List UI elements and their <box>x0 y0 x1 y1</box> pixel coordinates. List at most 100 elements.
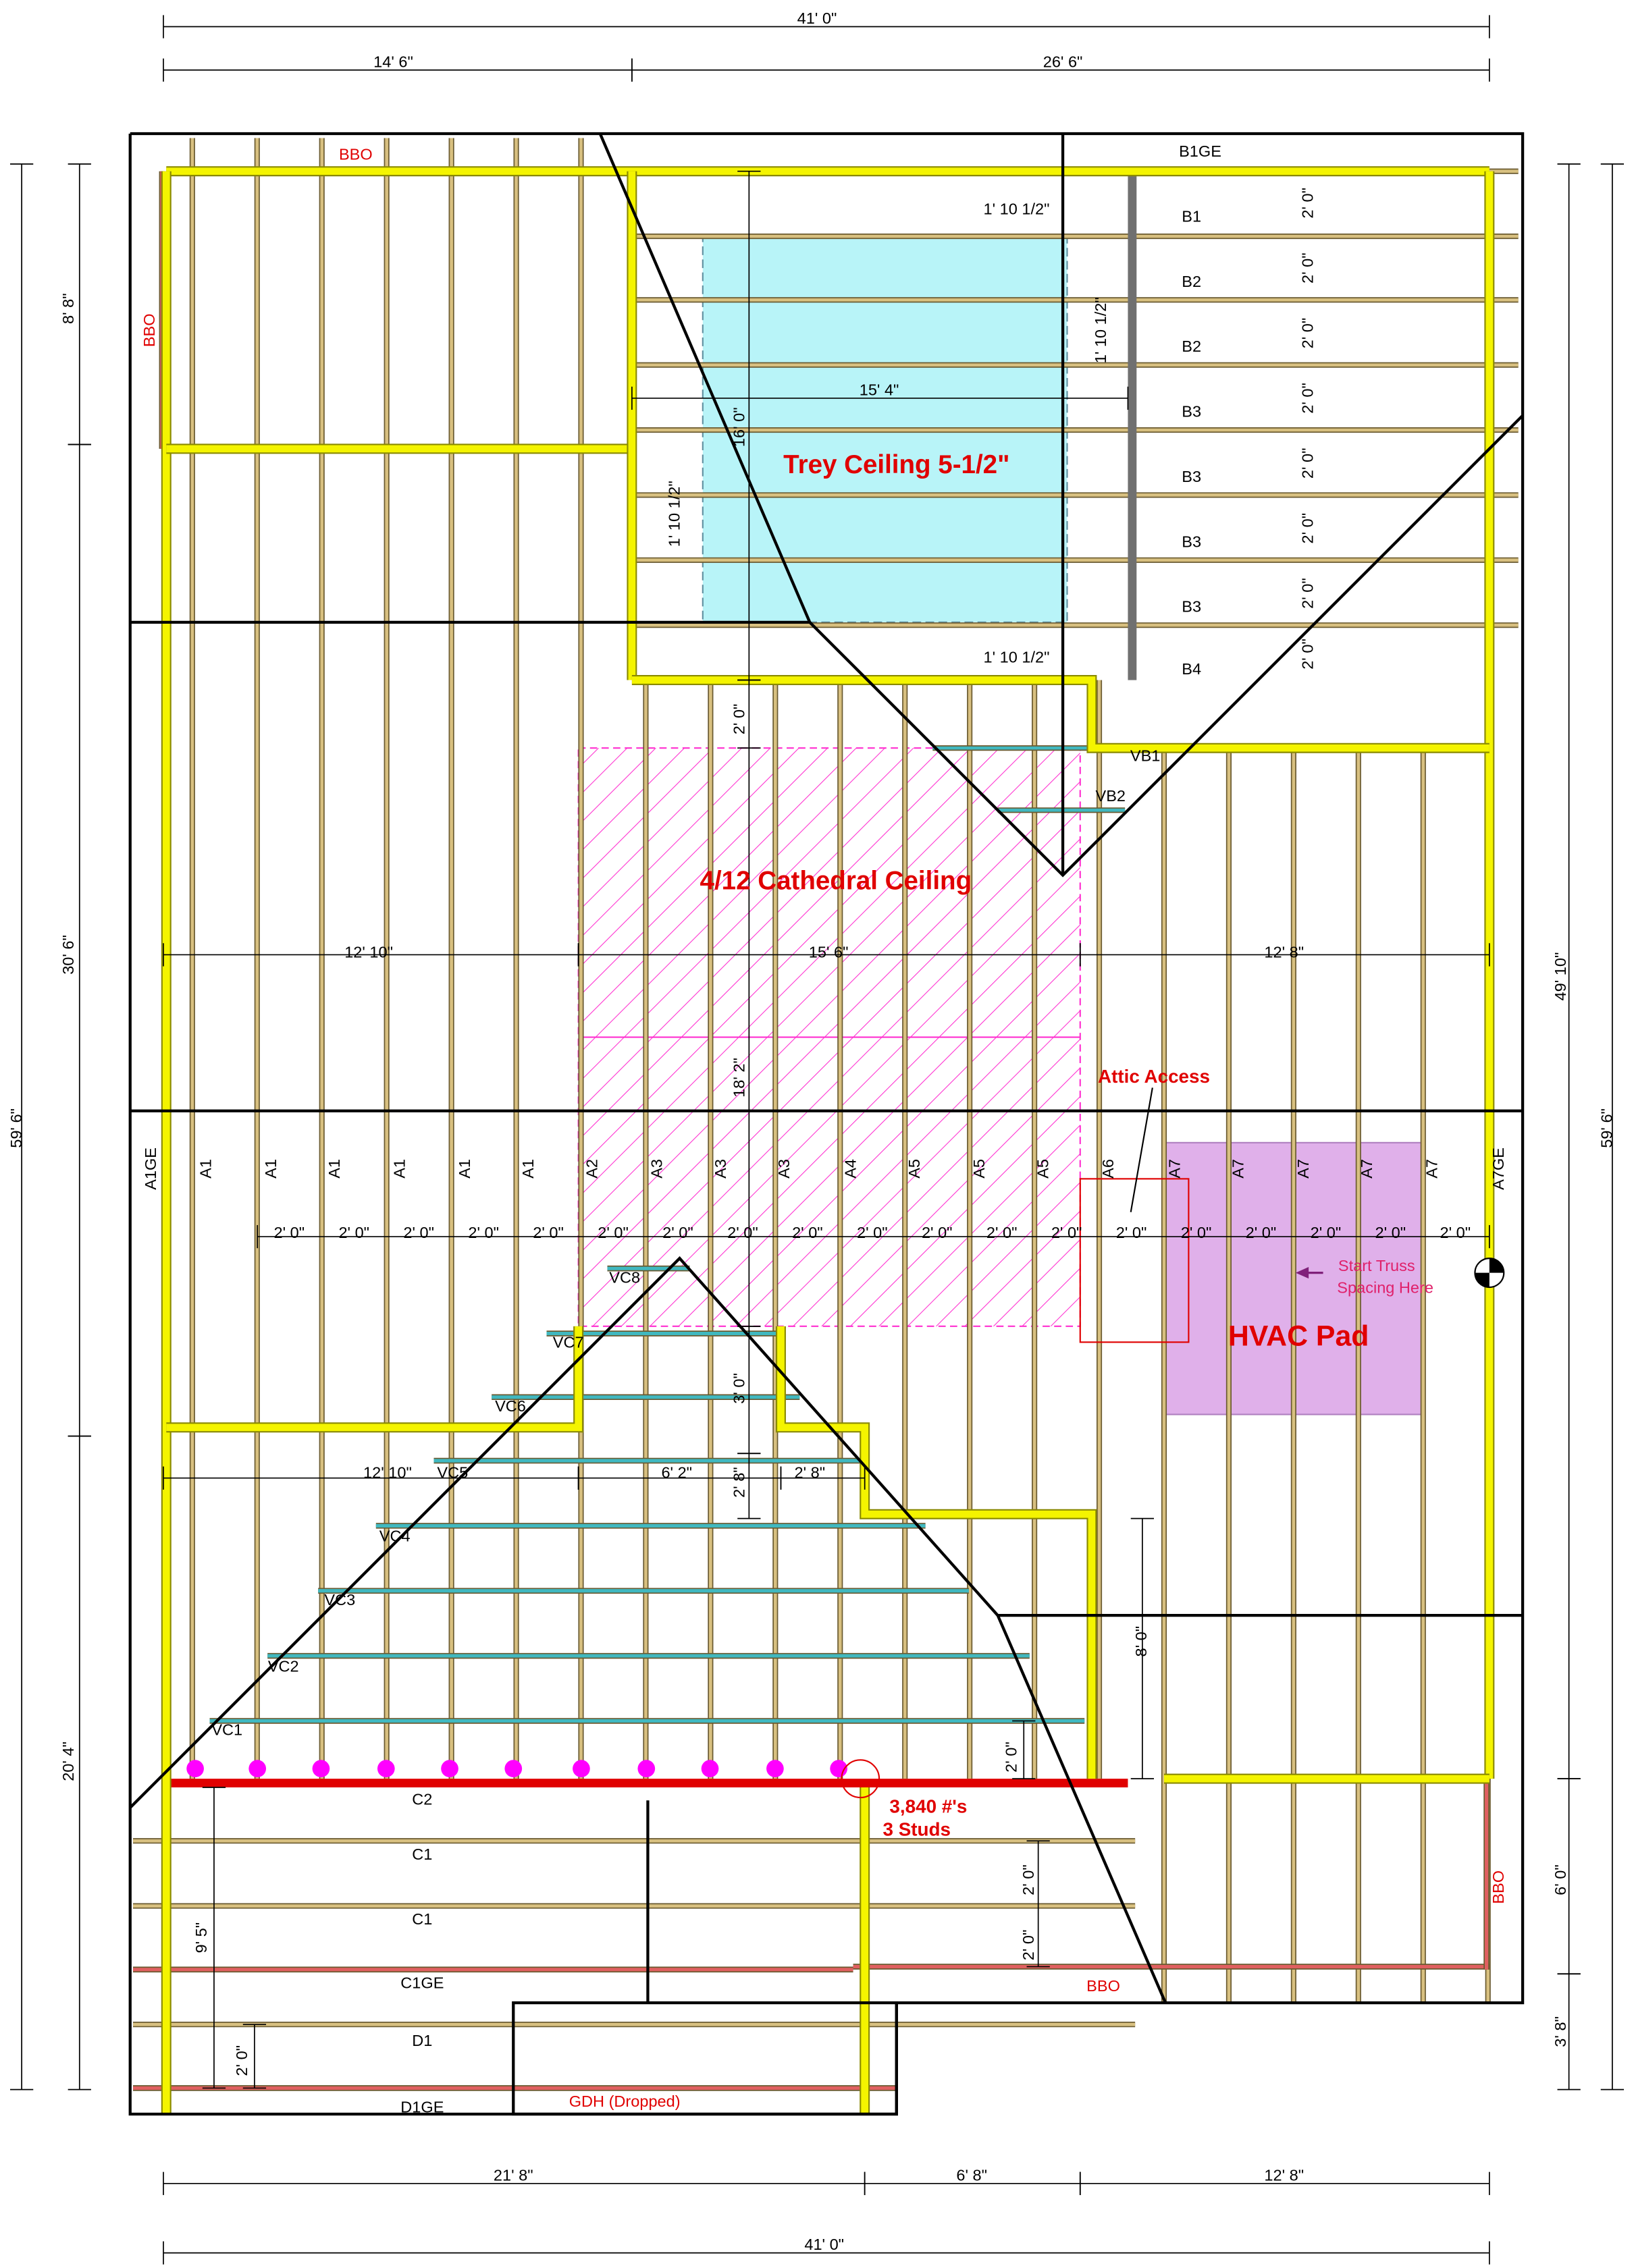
label: A6 <box>1099 1159 1117 1179</box>
wall-edge <box>775 1326 1097 1779</box>
label: 3 Studs <box>883 1819 951 1840</box>
label: 1' 10 1/2" <box>984 649 1050 666</box>
label: 30' 6" <box>59 935 77 975</box>
hip <box>129 1256 1167 2003</box>
label: 2' 0" <box>1298 639 1316 670</box>
label: 8' 0" <box>1132 1626 1150 1657</box>
label: BBO <box>1490 1870 1507 1904</box>
porch <box>512 2001 898 2116</box>
label: B3 <box>1182 468 1201 485</box>
label: 2' 0" <box>1116 1224 1147 1241</box>
label: 2' 0" <box>731 704 748 735</box>
label: 3' 8" <box>1552 2016 1569 2047</box>
label: A5 <box>905 1159 923 1179</box>
label: 20' 4" <box>59 1742 77 1781</box>
label: 2' 0" <box>1181 1224 1212 1241</box>
label: 49' 10" <box>1552 952 1569 1001</box>
label: A1GE <box>142 1148 159 1190</box>
label: A1 <box>456 1159 473 1179</box>
label: 41' 0" <box>797 9 837 27</box>
label: 2' 0" <box>727 1224 758 1241</box>
label: 41' 0" <box>804 2236 844 2253</box>
wall <box>777 1326 1096 1779</box>
label: VB1 <box>1130 747 1161 764</box>
label: 2' 0" <box>1311 1224 1342 1241</box>
label: A3 <box>712 1159 729 1179</box>
label: 15' 6" <box>809 944 849 961</box>
label: A1 <box>196 1159 214 1179</box>
label: B3 <box>1182 533 1201 550</box>
label: A1 <box>325 1159 343 1179</box>
load-point <box>441 1760 458 1778</box>
label: 14' 6" <box>373 53 413 70</box>
label: 1' 10 1/2" <box>1092 297 1109 363</box>
label: 2' 0" <box>598 1224 629 1241</box>
label: HVAC Pad <box>1228 1320 1369 1352</box>
label: Start Truss <box>1338 1257 1415 1274</box>
label: VC2 <box>268 1657 299 1675</box>
label: A5 <box>1034 1159 1051 1179</box>
label: A7 <box>1358 1159 1375 1179</box>
label: VC7 <box>553 1334 584 1351</box>
label: C2 <box>412 1790 432 1808</box>
load-point <box>701 1760 719 1778</box>
label: 2' 0" <box>1298 578 1316 609</box>
dimensions <box>9 15 1625 2265</box>
attic-arrow <box>1130 1087 1153 1212</box>
label: 1' 10 1/2" <box>665 481 683 547</box>
label: Trey Ceiling 5-1/2" <box>783 450 1009 479</box>
label: 16' 0" <box>731 407 748 447</box>
label: A7 <box>1230 1159 1247 1179</box>
label: 1' 10 1/2" <box>984 200 1050 218</box>
label: 2' 0" <box>1002 1742 1020 1773</box>
label: 3,840 #'s <box>889 1796 967 1816</box>
label: A1 <box>390 1159 408 1179</box>
label: 2' 0" <box>1298 252 1316 284</box>
label: 2' 0" <box>922 1224 953 1241</box>
label: VC1 <box>211 1721 242 1739</box>
label: B2 <box>1182 338 1201 355</box>
label: 4/12 Cathedral Ceiling <box>700 867 972 896</box>
label: 2' 0" <box>857 1224 888 1241</box>
label: A7GE <box>1490 1148 1507 1190</box>
label: A3 <box>775 1159 793 1179</box>
label: 2' 8" <box>731 1467 748 1498</box>
label: 2' 0" <box>233 2045 251 2076</box>
load-point <box>766 1760 784 1778</box>
label: 9' 5" <box>192 1922 210 1953</box>
label: A7 <box>1165 1159 1183 1179</box>
load-point <box>573 1760 590 1778</box>
label: 2' 0" <box>338 1224 369 1241</box>
label: BBO <box>1086 1977 1120 1995</box>
label: VC8 <box>609 1268 640 1286</box>
label: A7 <box>1294 1159 1312 1179</box>
label: GDH (Dropped) <box>569 2092 681 2110</box>
label: 2' 0" <box>468 1224 499 1241</box>
label: A3 <box>648 1159 666 1179</box>
label: C1 <box>412 1910 432 1928</box>
label: 2' 0" <box>1375 1224 1406 1241</box>
label: 2' 0" <box>792 1224 823 1241</box>
hip <box>598 133 1524 878</box>
label: 2' 0" <box>533 1224 564 1241</box>
label: 2' 0" <box>1020 1930 1037 1961</box>
label: 8' 8" <box>59 293 77 324</box>
label: Attic Access <box>1098 1066 1210 1087</box>
load-point <box>312 1760 330 1778</box>
label: C1GE <box>400 1974 444 1991</box>
label: A2 <box>583 1159 600 1179</box>
labels: 41' 0" 14' 6" 26' 6" 8' 8" 30' 6" 59' 6" 20' 4… <box>7 9 1616 2253</box>
label: 12' 8" <box>1264 944 1304 961</box>
label: B2 <box>1182 273 1201 290</box>
label: A7 <box>1423 1159 1441 1179</box>
label: 2' 0" <box>1051 1224 1082 1241</box>
label: 59' 6" <box>7 1108 25 1148</box>
label: 18' 2" <box>731 1058 748 1098</box>
load-point <box>186 1760 204 1778</box>
label: A5 <box>970 1159 988 1179</box>
label: 2' 0" <box>1298 513 1316 544</box>
label: D1 <box>412 2032 432 2049</box>
label: VC5 <box>437 1463 468 1481</box>
roof-outline <box>128 132 1525 2116</box>
